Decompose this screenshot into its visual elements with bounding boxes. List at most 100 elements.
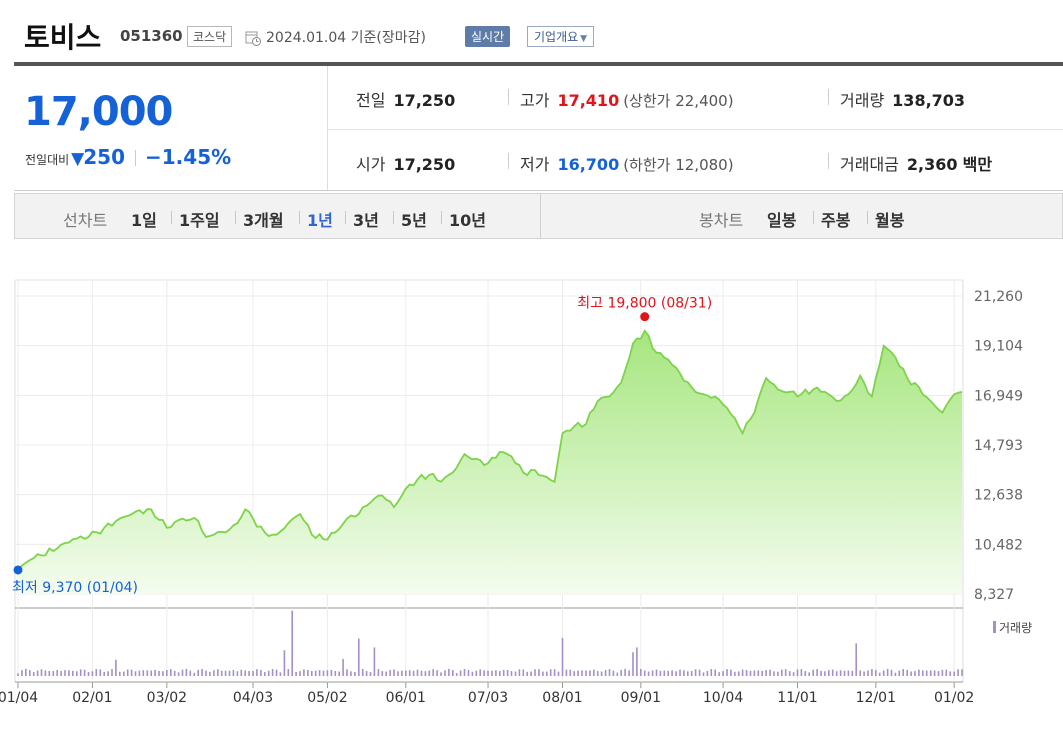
volume-bar (589, 670, 591, 676)
volume-bar (232, 670, 235, 676)
volume-bar (902, 669, 904, 676)
volume-bar (416, 669, 419, 676)
period-tab-6[interactable]: 10년 (449, 211, 486, 230)
volume-bar (542, 671, 544, 676)
trade-value: 거래대금 2,360 백만 (840, 155, 993, 174)
volume-bar (624, 668, 626, 676)
volume: 거래량 138,703 (840, 91, 966, 110)
candle-tab-2[interactable]: 월봉 (875, 211, 905, 230)
tab-separator (441, 211, 442, 224)
volume-bar (812, 669, 814, 676)
period-tab-3[interactable]: 1년 (307, 211, 333, 230)
volume-bar (365, 671, 368, 676)
volume-bar (745, 670, 748, 676)
period-tab-5[interactable]: 5년 (401, 211, 427, 230)
volume-bar (945, 669, 948, 676)
volume-bar (816, 669, 818, 676)
x-tick-label: 02/01 (72, 690, 112, 706)
volume-bar (256, 669, 258, 676)
volume-bar (718, 672, 720, 676)
volume-bar (91, 671, 94, 676)
volume-bar (314, 670, 317, 676)
volume-bar (107, 671, 109, 676)
volume-bar (937, 671, 940, 676)
volume-bar (56, 669, 58, 676)
tab-separator (345, 211, 346, 224)
volume-bar (299, 671, 301, 676)
volume-bar (608, 669, 611, 676)
volume-bar (189, 670, 192, 676)
volume-bar (765, 670, 767, 676)
y-tick-label: 19,104 (974, 339, 1023, 355)
open-price: 시가 17,250 (356, 155, 456, 174)
candle-tab-0[interactable]: 일봉 (767, 211, 797, 230)
period-tab-2[interactable]: 3개월 (243, 211, 284, 230)
tab-separator (171, 211, 172, 224)
candle-chart-title: 봉차트 (699, 211, 744, 230)
volume-bar (847, 670, 850, 676)
volume-bar (361, 669, 364, 676)
volume-bar (851, 670, 854, 676)
volume-bar (906, 670, 908, 676)
change-label: 전일대비 (25, 153, 70, 167)
volume-bar (831, 669, 834, 676)
volume-bar (632, 652, 634, 676)
volume-bar (706, 670, 709, 676)
volume-bar (401, 670, 403, 676)
stock-header: 토비스 051360 코스닥 2024.01.04 기준(장마감) 실시간 기업… (0, 0, 1063, 64)
volume-bar (21, 670, 23, 676)
price-chart: 21,260 19,104 16,949 14,793 12,638 10,482 8,32… (0, 279, 1032, 706)
volume-bar (307, 670, 309, 676)
tab-separator (867, 211, 868, 224)
x-tick-label: 11/01 (777, 690, 817, 706)
x-tick-label: 07/03 (468, 690, 508, 706)
volume-bar (859, 670, 861, 676)
volume-bar (103, 671, 105, 676)
tab-separator (393, 211, 394, 224)
company-overview-dropdown[interactable]: 기업개요 ▼ (527, 26, 595, 47)
tab-separator (235, 211, 236, 224)
volume-bar (432, 669, 434, 676)
x-tick-label: 04/03 (233, 690, 273, 706)
volume-bar (303, 669, 305, 676)
tab-separator (299, 211, 300, 224)
down-arrow-icon: ▼ (71, 149, 85, 169)
calendar-clock-icon (245, 31, 261, 46)
quote-row-2: 시가 17,250 저가 16,700 (하한가 12,080) 거래대금 2,360 … (328, 129, 1063, 192)
y-tick-label: 10,482 (974, 537, 1023, 553)
volume-bar (326, 670, 329, 676)
volume-bar (651, 670, 654, 676)
volume-bar (710, 669, 713, 676)
volume-bar (338, 671, 340, 676)
volume-bar (420, 670, 423, 676)
volume-bar (342, 659, 344, 676)
period-tab-0[interactable]: 1일 (131, 211, 157, 230)
volume-bar (604, 670, 607, 676)
volume-bar (561, 637, 564, 676)
volume-bar (518, 669, 521, 676)
volume-bar (769, 669, 771, 676)
volume-bar (910, 671, 912, 676)
volume-bar (181, 669, 184, 676)
upper-limit: (상한가 22,400) (623, 92, 734, 110)
volume-bar (612, 670, 615, 676)
volume-bar (36, 670, 39, 676)
volume-bar (730, 669, 732, 676)
realtime-button[interactable]: 실시간 (465, 26, 511, 47)
volume-bar (596, 671, 599, 676)
company-name: 토비스 (24, 21, 102, 54)
volume-bar (741, 669, 744, 676)
volume-bar (499, 671, 501, 676)
candle-tab-1[interactable]: 주봉 (821, 211, 851, 230)
period-tab-4[interactable]: 3년 (353, 211, 379, 230)
as-of-date: 2024.01.04 기준(장마감) (266, 30, 426, 46)
x-tick-label: 03/02 (147, 690, 187, 706)
volume-bar (510, 671, 513, 676)
period-tab-1[interactable]: 1주일 (179, 211, 220, 230)
volume-bar (17, 673, 19, 676)
volume-bar (99, 669, 102, 676)
volume-bar (467, 670, 470, 676)
volume-bar (79, 669, 82, 676)
volume-bar (291, 610, 293, 676)
volume-bar (667, 670, 669, 676)
